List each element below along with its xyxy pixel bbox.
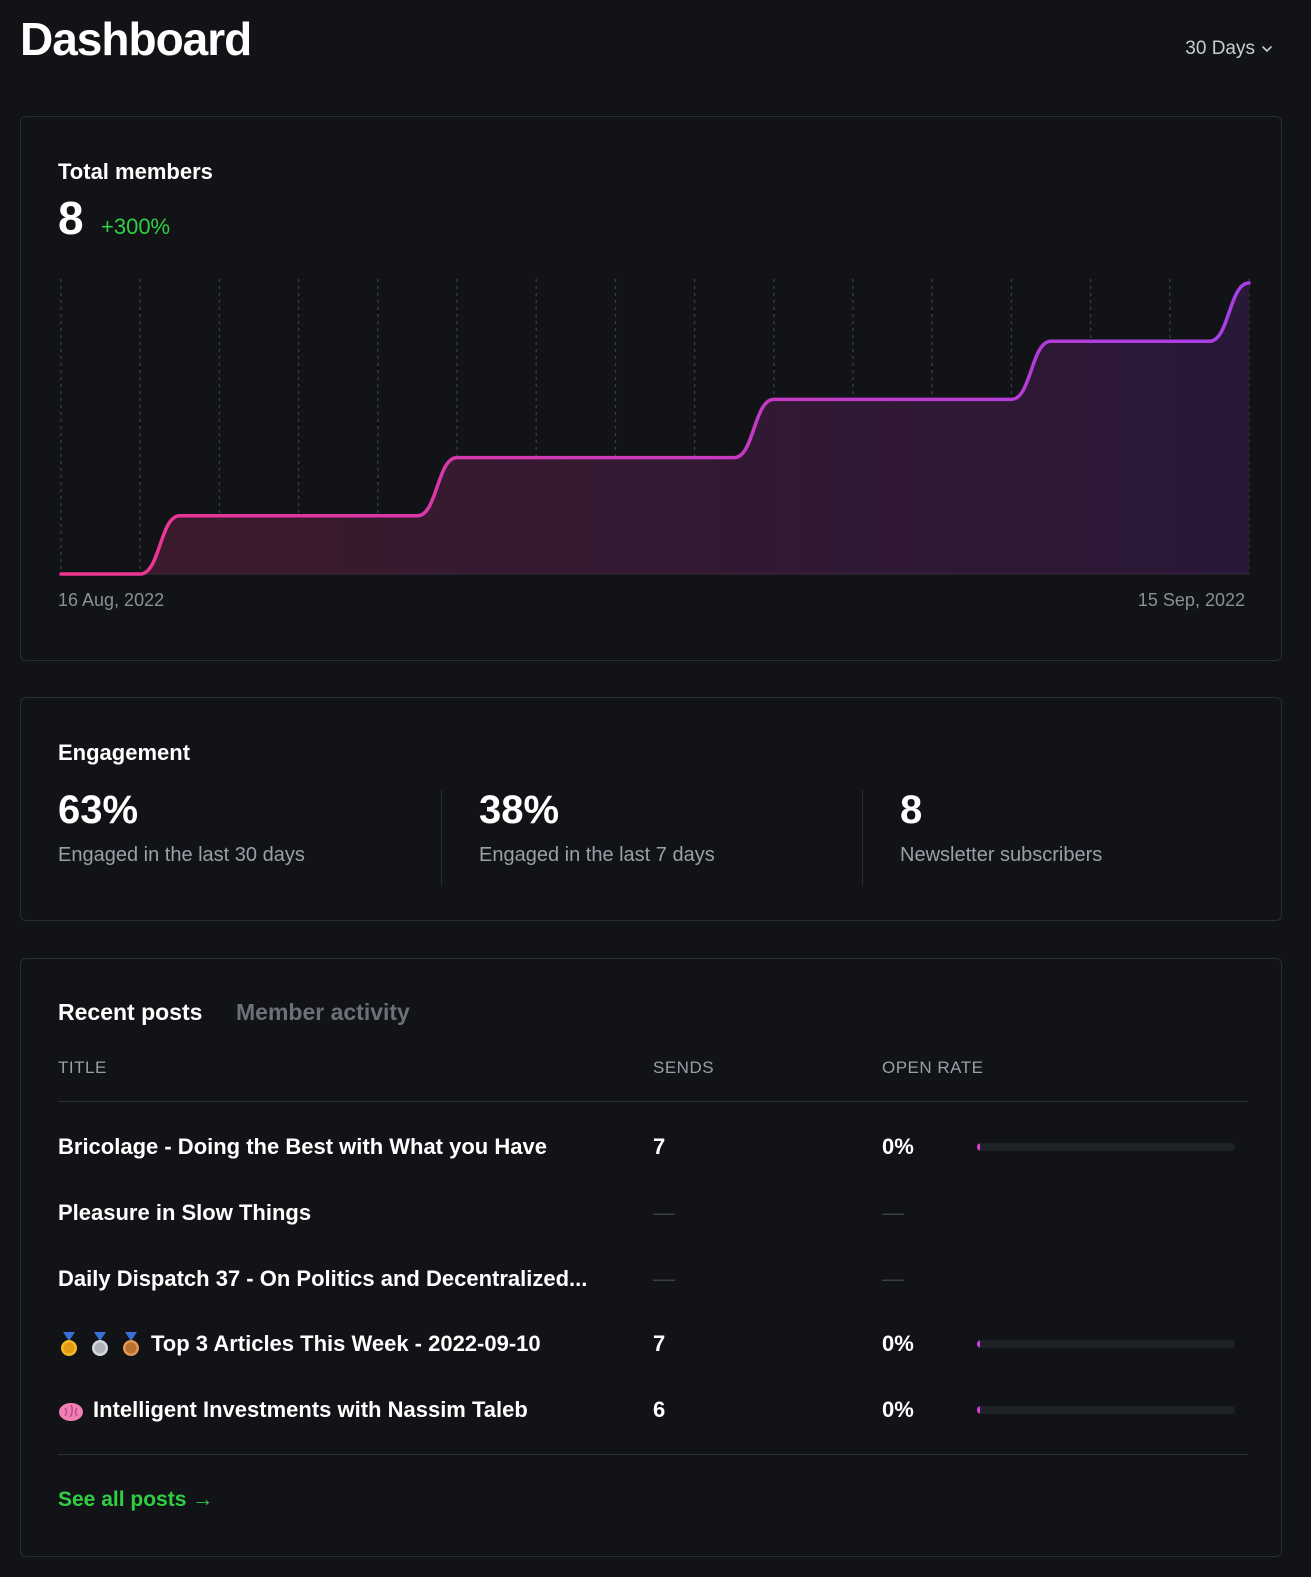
post-sends: 7 [653,1331,666,1356]
post-title-link[interactable]: Daily Dispatch 37 - On Politics and Dece… [58,1259,587,1299]
post-open-rate: 0% [882,1331,914,1356]
engagement-card: Engagement 63% Engaged in the last 30 da… [20,697,1282,921]
open-rate-bar [977,1406,1235,1414]
post-title: Pleasure in Slow Things [58,1200,312,1225]
engagement-stat-30d: 63% Engaged in the last 30 days [58,790,305,867]
posts-card: Recent posts Member activity TITLE SENDS… [20,958,1282,1557]
post-title: Bricolage - Doing the Best with What you… [58,1134,547,1159]
post-open-rate: 0% [882,1134,914,1159]
total-members-heading: Total members [58,159,213,184]
column-header-title: TITLE [58,1058,107,1077]
open-rate-bar-fill [977,1143,980,1151]
total-members-value: 8 [58,192,84,244]
total-members-card: Total members 8 +300% 16 Aug, 2022 15 Se… [20,116,1282,661]
open-rate-bar-fill [977,1340,980,1348]
table-row: Intelligent Investments with Nassim Tale… [21,1390,1281,1430]
open-rate-bar [977,1143,1235,1151]
engagement-stat-7d: 38% Engaged in the last 7 days [479,790,715,867]
members-line [59,281,1251,576]
silver-medal-icon [89,1331,111,1357]
table-row: Daily Dispatch 37 - On Politics and Dece… [21,1259,1281,1299]
stat-value: 63% [58,788,139,832]
page-title: Dashboard [20,13,252,65]
see-all-posts-link[interactable]: See all posts → [58,1488,214,1511]
open-rate-bar [977,1340,1235,1348]
brain-icon [58,1397,84,1423]
table-row: Bricolage - Doing the Best with What you… [21,1127,1281,1167]
post-sends: 6 [653,1397,666,1422]
total-members-change: +300% [101,214,171,239]
stat-label: Engaged in the last 7 days [479,844,715,866]
post-title: Daily Dispatch 37 - On Politics and Dece… [58,1266,588,1291]
chart-end-date: 15 Sep, 2022 [1137,590,1245,610]
post-title: Intelligent Investments with Nassim Tale… [93,1397,528,1422]
stat-label: Engaged in the last 30 days [58,844,305,866]
post-title-link[interactable]: Top 3 Articles This Week - 2022-09-10 [58,1324,541,1364]
post-title-link[interactable]: Bricolage - Doing the Best with What you… [58,1127,547,1167]
table-header-divider [58,1101,1248,1102]
members-area-fill [61,283,1249,574]
open-rate-bar-fill [977,1406,980,1414]
newsletter-subscribers-stat: 8 Newsletter subscribers [900,790,1102,867]
post-open-rate: 0% [882,1397,914,1422]
chevron-down-icon [1262,46,1272,53]
engagement-heading: Engagement [58,740,191,765]
post-open-rate: — [882,1266,904,1291]
column-header-sends: SENDS [653,1058,715,1077]
post-sends: — [653,1266,675,1291]
table-row: Top 3 Articles This Week - 2022-09-10 7 … [21,1324,1281,1364]
stat-divider [862,790,863,885]
stat-value: 8 [900,788,923,832]
post-title-link[interactable]: Pleasure in Slow Things [58,1193,311,1233]
post-sends: — [653,1200,675,1225]
gold-medal-icon [58,1331,80,1357]
post-sends: 7 [653,1134,666,1159]
post-title: Top 3 Articles This Week - 2022-09-10 [151,1331,541,1356]
stat-divider [441,790,442,885]
tab-member-activity[interactable]: Member activity [236,999,410,1025]
members-chart [59,279,1251,576]
table-row: Pleasure in Slow Things — — [21,1193,1281,1233]
post-title-link[interactable]: Intelligent Investments with Nassim Tale… [58,1390,528,1430]
stat-label: Newsletter subscribers [900,844,1103,866]
tab-recent-posts[interactable]: Recent posts [58,999,203,1025]
stat-value: 38% [479,788,560,832]
date-range-select[interactable]: 30 Days [1185,38,1273,60]
bronze-medal-icon [120,1331,142,1357]
chart-start-date: 16 Aug, 2022 [58,590,165,610]
table-footer-divider [58,1454,1248,1455]
column-header-open-rate: OPEN RATE [882,1058,984,1077]
post-open-rate: — [882,1200,904,1225]
date-range-value: 30 Days [1185,38,1255,59]
